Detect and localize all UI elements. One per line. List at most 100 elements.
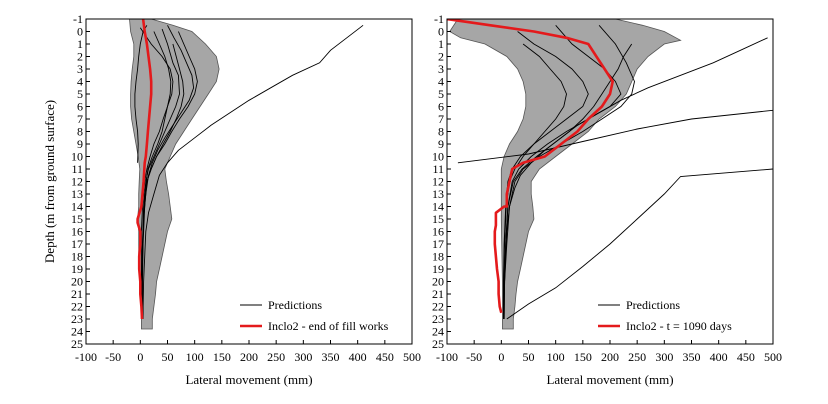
prediction-line-6 <box>503 25 635 320</box>
prediction-line-1 <box>142 24 364 319</box>
y-tick-label: 22 <box>71 300 83 314</box>
y-tick-label: 20 <box>432 275 444 289</box>
x-tick-label: 200 <box>601 350 619 364</box>
y-tick-label: 16 <box>71 225 83 239</box>
y-tick-label: 4 <box>77 75 83 89</box>
y-tick-label: 21 <box>432 287 444 301</box>
legend: Predictions Inclo2 - t = 1090 days <box>598 298 732 333</box>
y-tick-label: 7 <box>77 112 83 126</box>
legend-label-predictions: Predictions <box>626 298 680 312</box>
y-tick-label: 14 <box>432 200 444 214</box>
x-tick-label: 50 <box>523 350 535 364</box>
y-tick-label: 13 <box>432 187 444 201</box>
prediction-line-4 <box>503 31 589 319</box>
y-tick-label: 6 <box>77 100 83 114</box>
y-tick-label: 7 <box>438 112 444 126</box>
measured-line <box>447 19 615 314</box>
x-tick-label: 400 <box>349 350 367 364</box>
y-tick-label: 10 <box>432 150 444 164</box>
x-tick-label: 300 <box>294 350 312 364</box>
x-tick-label: 500 <box>764 350 782 364</box>
x-tick-label: 450 <box>737 350 755 364</box>
plot-area <box>129 19 364 330</box>
y-tick-label: 11 <box>71 162 83 176</box>
y-tick-label: 10 <box>71 150 83 164</box>
x-axis-label: Lateral movement (mm) <box>185 372 312 387</box>
x-tick-label: 400 <box>710 350 728 364</box>
y-tick-label: 23 <box>71 312 83 326</box>
y-axis-label: Depth (m from ground surface) <box>42 100 57 263</box>
y-tick-label: 2 <box>77 50 83 64</box>
y-tick-label: 22 <box>432 300 444 314</box>
y-tick-label: 15 <box>432 212 444 226</box>
y-tick-label: 24 <box>432 325 444 339</box>
prediction-line-7 <box>141 43 185 319</box>
y-tick-label: 13 <box>71 187 83 201</box>
y-tick-label: 9 <box>77 137 83 151</box>
x-tick-label: -100 <box>436 350 458 364</box>
y-tick-label: 25 <box>71 337 83 351</box>
y-tick-label: 6 <box>438 100 444 114</box>
legend-label-measured: Inclo2 - t = 1090 days <box>626 319 732 333</box>
y-tick-label: 0 <box>77 25 83 39</box>
prediction-line-7 <box>503 43 567 319</box>
x-axis-label: Lateral movement (mm) <box>546 372 673 387</box>
y-tick-label: 3 <box>77 62 83 76</box>
y-tick-label: 8 <box>77 125 83 139</box>
prediction-line-5 <box>142 31 198 319</box>
y-tick-label: 1 <box>77 37 83 51</box>
legend-label-measured: Inclo2 - end of fill works <box>268 319 389 333</box>
y-tick-label: 2 <box>438 50 444 64</box>
x-tick-label: -100 <box>75 350 97 364</box>
y-tick-label: 18 <box>71 250 83 264</box>
y-tick-label: -1 <box>73 12 83 26</box>
y-tick-label: 8 <box>438 125 444 139</box>
y-tick-label: -1 <box>434 12 444 26</box>
y-tick-label: 17 <box>71 237 83 251</box>
prediction-line-8 <box>134 25 148 163</box>
y-tick-label: 11 <box>432 162 444 176</box>
x-tick-label: 100 <box>186 350 204 364</box>
x-tick-label: 0 <box>498 350 504 364</box>
x-tick-label: 150 <box>574 350 592 364</box>
y-tick-label: 1 <box>438 37 444 51</box>
prediction-line-8 <box>503 43 633 319</box>
y-tick-label: 20 <box>71 275 83 289</box>
y-tick-label: 25 <box>432 337 444 351</box>
measured-line <box>136 19 153 320</box>
legend: Predictions Inclo2 - end of fill works <box>240 298 389 333</box>
x-tick-label: 250 <box>267 350 285 364</box>
y-tick-label: 18 <box>432 250 444 264</box>
y-tick-label: 21 <box>71 287 83 301</box>
x-tick-label: 100 <box>547 350 565 364</box>
chart-panel-right: -101234567891011121314151617181920212223… <box>432 12 782 387</box>
x-tick-label: 200 <box>240 350 258 364</box>
y-tick-label: 0 <box>438 25 444 39</box>
plot-area <box>447 19 773 330</box>
y-tick-label: 19 <box>71 262 83 276</box>
prediction-line-2 <box>457 109 773 164</box>
x-tick-label: 500 <box>403 350 421 364</box>
y-tick-label: 17 <box>432 237 444 251</box>
legend-label-predictions: Predictions <box>268 298 322 312</box>
x-tick-label: 150 <box>213 350 231 364</box>
x-tick-label: 250 <box>628 350 646 364</box>
x-tick-label: -50 <box>105 350 121 364</box>
prediction-envelope <box>449 19 682 330</box>
x-tick-label: -50 <box>466 350 482 364</box>
x-tick-label: 0 <box>137 350 143 364</box>
y-tick-label: 24 <box>71 325 83 339</box>
prediction-line-3 <box>506 168 773 320</box>
y-tick-label: 19 <box>432 262 444 276</box>
y-tick-label: 12 <box>432 175 444 189</box>
x-tick-label: 450 <box>376 350 394 364</box>
y-tick-label: 5 <box>438 87 444 101</box>
x-tick-label: 350 <box>683 350 701 364</box>
y-tick-label: 14 <box>71 200 83 214</box>
y-tick-label: 12 <box>71 175 83 189</box>
chart-panel-left: -101234567891011121314151617181920212223… <box>42 12 421 387</box>
y-tick-label: 16 <box>432 225 444 239</box>
y-tick-label: 23 <box>432 312 444 326</box>
x-tick-label: 50 <box>162 350 174 364</box>
